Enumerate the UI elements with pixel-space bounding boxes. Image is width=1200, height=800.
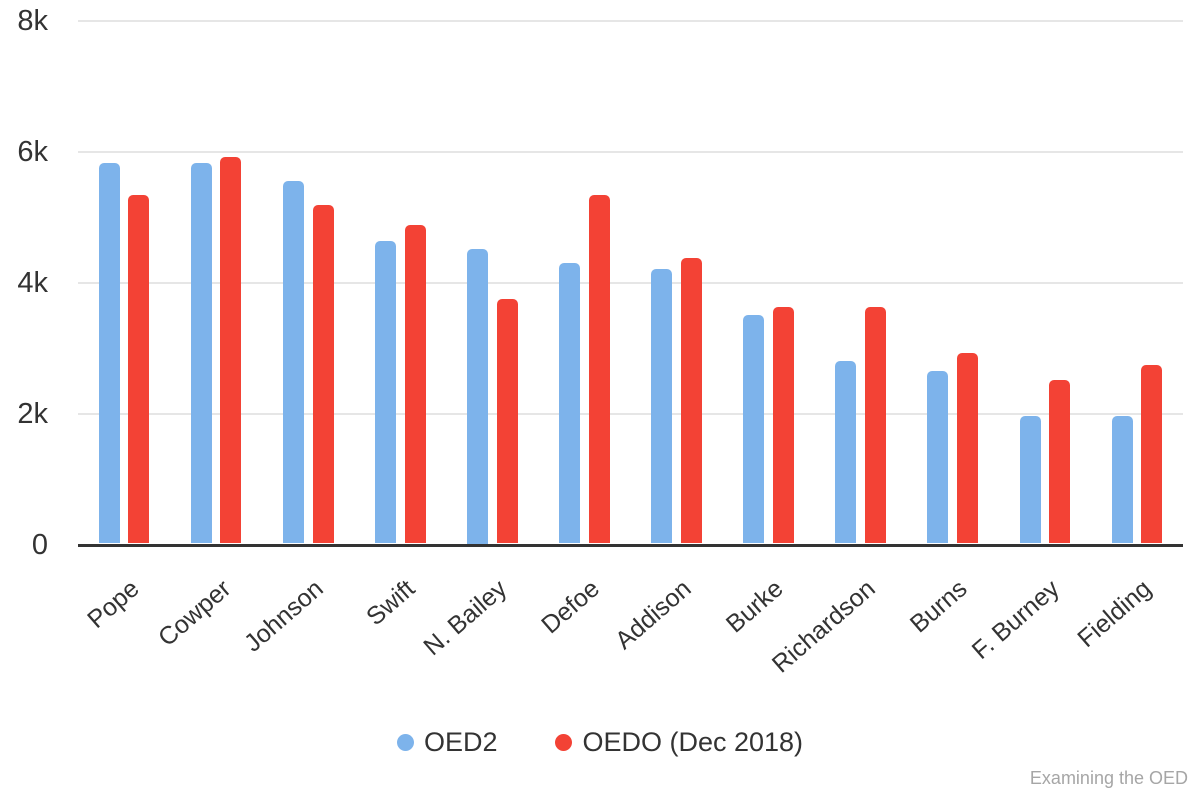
bar-oedo-dec-2018-fielding[interactable] <box>1141 365 1163 544</box>
bar-oed2-burns[interactable] <box>927 370 949 544</box>
gridline-6k <box>78 151 1183 153</box>
bar-oedo-dec-2018-pope[interactable] <box>128 195 150 544</box>
x-axis-label-fielding: Fielding <box>1072 574 1158 654</box>
gridline-8k <box>78 20 1183 22</box>
bar-oedo-dec-2018-f-burney[interactable] <box>1049 380 1071 544</box>
y-axis-label: 4k <box>17 267 48 299</box>
bar-oedo-dec-2018-burns[interactable] <box>957 352 979 544</box>
bar-oedo-dec-2018-cowper[interactable] <box>220 157 242 544</box>
legend-item-oedo-dec-2018[interactable]: OEDO (Dec 2018) <box>555 726 804 757</box>
bar-oed2-swift[interactable] <box>374 240 396 544</box>
gridline-4k <box>78 282 1183 284</box>
bar-oedo-dec-2018-swift[interactable] <box>404 225 426 544</box>
bar-oed2-f-burney[interactable] <box>1019 416 1041 544</box>
bar-oed2-richardson[interactable] <box>835 361 857 544</box>
gridline-2k <box>78 413 1183 415</box>
x-axis-label-defoe: Defoe <box>535 574 605 640</box>
x-axis-label-n-bailey: N. Bailey <box>418 574 513 662</box>
bar-oed2-fielding[interactable] <box>1111 416 1133 544</box>
x-axis-label-johnson: Johnson <box>238 574 329 658</box>
y-axis-label: 2k <box>17 398 48 430</box>
x-axis-label-swift: Swift <box>361 574 421 632</box>
legend-marker-oed2-icon <box>396 733 414 751</box>
bar-oed2-cowper[interactable] <box>190 162 212 544</box>
legend-marker-oedo-dec-2018-icon <box>555 733 573 751</box>
x-axis-label-pope: Pope <box>81 574 145 634</box>
bar-oedo-dec-2018-defoe[interactable] <box>588 195 610 544</box>
bar-oedo-dec-2018-burke[interactable] <box>772 307 794 544</box>
bar-oedo-dec-2018-addison[interactable] <box>680 257 702 544</box>
watermark: Examining the OED <box>1029 768 1188 788</box>
bar-oedo-dec-2018-richardson[interactable] <box>865 307 886 544</box>
legend-label-oed2: OED2 <box>423 726 498 757</box>
bar-oed2-n-bailey[interactable] <box>467 248 489 544</box>
x-axis-label-burns: Burns <box>905 574 973 639</box>
bar-oed2-burke[interactable] <box>743 314 765 544</box>
x-axis-label-f-burney: F. Burney <box>966 574 1066 665</box>
bar-oedo-dec-2018-n-bailey[interactable] <box>496 299 518 544</box>
legend-label-oedo-dec-2018: OEDO (Dec 2018) <box>582 726 804 757</box>
y-axis-label: 0 <box>31 529 48 561</box>
x-axis-label-burke: Burke <box>721 574 789 639</box>
x-axis-label-cowper: Cowper <box>152 574 237 653</box>
x-axis-label-addison: Addison <box>610 574 697 655</box>
legend-item-oed2[interactable]: OED2 <box>396 726 498 757</box>
y-axis-label: 8k <box>17 5 48 37</box>
bar-oed2-pope[interactable] <box>98 162 120 544</box>
y-axis-label: 6k <box>17 136 48 168</box>
chart-legend: OED2 OEDO (Dec 2018) <box>0 726 1200 758</box>
x-axis-line <box>78 543 1183 547</box>
bar-oed2-johnson[interactable] <box>282 181 304 544</box>
bar-oed2-addison[interactable] <box>651 269 673 544</box>
bar-oedo-dec-2018-johnson[interactable] <box>312 204 334 544</box>
bar-oed2-defoe[interactable] <box>559 263 581 544</box>
